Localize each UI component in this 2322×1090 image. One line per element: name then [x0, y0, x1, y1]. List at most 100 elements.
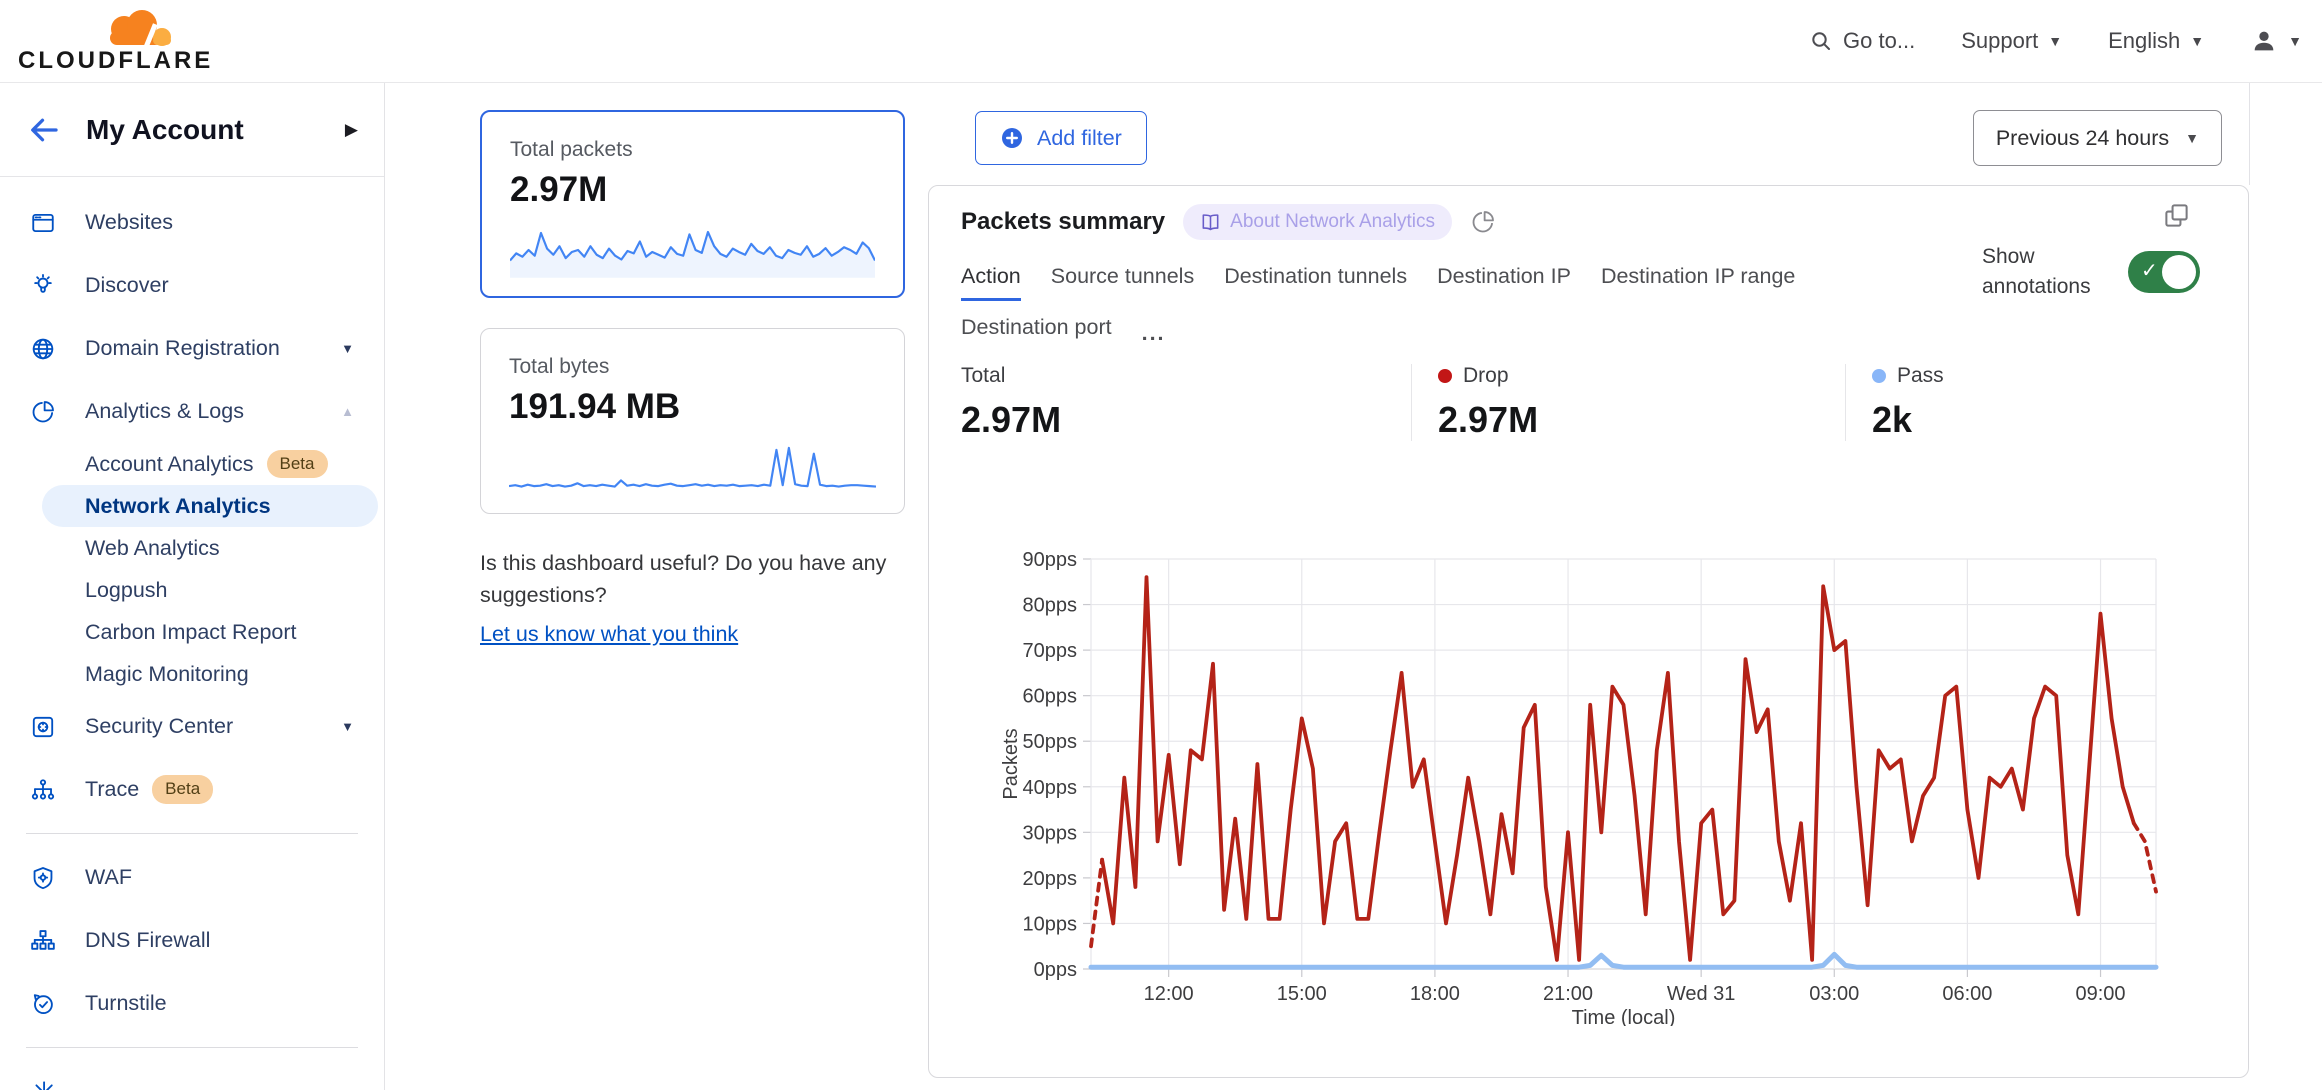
sidebar-item-label: Trace Beta: [85, 775, 384, 804]
add-filter-button[interactable]: Add filter: [975, 111, 1147, 165]
plus-circle-icon: [1002, 128, 1022, 148]
chevron-down-icon: ▼: [2190, 33, 2205, 49]
tabs-overflow-button[interactable]: ...: [1141, 321, 1166, 345]
support-menu[interactable]: Support ▼: [1961, 28, 2062, 54]
sidebar-item-turnstile[interactable]: Turnstile: [0, 972, 384, 1035]
stat-label: Total: [961, 364, 1006, 387]
sidebar-item-trace[interactable]: Trace Beta: [0, 758, 384, 821]
sidebar-item-label: WAF: [85, 865, 132, 889]
cloudflare-logo[interactable]: CLOUDFLARE: [18, 7, 210, 75]
cloudflare-cloud-icon: [110, 10, 171, 50]
time-range-label: Previous 24 hours: [1995, 125, 2170, 150]
chevron-down-icon: ▼: [2185, 130, 2199, 146]
sidebar-item-domain-registration[interactable]: Domain Registration ▼: [0, 317, 384, 380]
sidebar-item-carbon-impact-report[interactable]: Carbon Impact Report: [85, 620, 297, 644]
dimension-tabs: Action Source tunnels Destination tunnels D…: [961, 264, 1881, 355]
total-packets-sparkline: [510, 230, 875, 278]
sidebar-item-label: Security Center: [85, 714, 234, 738]
svg-text:06:00: 06:00: [1942, 983, 1992, 1005]
total-packets-label: Total packets: [510, 138, 633, 161]
time-range-dropdown[interactable]: Previous 24 hours ▼: [1972, 110, 2222, 166]
svg-text:03:00: 03:00: [1809, 983, 1859, 1005]
account-title: My Account: [86, 113, 244, 145]
safe-icon: [32, 716, 54, 737]
sidebar-item-websites[interactable]: Websites: [0, 191, 384, 254]
goto-label: Go to...: [1843, 28, 1916, 53]
svg-text:10pps: 10pps: [1023, 913, 1078, 935]
book-icon: [1202, 213, 1219, 230]
svg-text:18:00: 18:00: [1410, 983, 1460, 1005]
packets-summary-panel: Packets summary About Network Analytics …: [928, 185, 2249, 1078]
sidebar-item-logpush[interactable]: Logpush: [85, 578, 168, 602]
sidebar-nav: Websites Discover Domain Registration ▼ Anal…: [0, 177, 384, 1090]
sidebar-item-partial[interactable]: [0, 1060, 384, 1090]
sidebar-item-web-analytics[interactable]: Web Analytics: [85, 536, 220, 560]
total-packets-value: 2.97M: [510, 170, 608, 209]
svg-text:09:00: 09:00: [2076, 983, 2126, 1005]
analytics-pie-icon[interactable]: [1470, 209, 1496, 235]
pie-icon: [32, 400, 54, 422]
about-network-analytics-badge[interactable]: About Network Analytics: [1183, 204, 1453, 240]
show-annotations-control: Show annotations ✓: [1982, 242, 2200, 302]
browser-icon: [32, 213, 54, 232]
scroll-divider: [2249, 83, 2250, 185]
goto-search[interactable]: Go to...: [1809, 28, 1915, 54]
sidebar-item-label: Domain Registration: [85, 336, 280, 360]
stat-value: 2.97M: [961, 399, 1062, 440]
sidebar-item-label: Websites: [85, 210, 174, 234]
svg-text:80pps: 80pps: [1023, 595, 1078, 617]
svg-text:Time (local): Time (local): [1572, 1007, 1676, 1026]
sidebar-item-label: Turnstile: [85, 991, 167, 1015]
tab-destination-port[interactable]: Destination port: [961, 315, 1112, 339]
tab-action[interactable]: Action: [961, 264, 1021, 301]
sidebar-item-account-analytics[interactable]: Account Analytics Beta: [0, 443, 384, 485]
sidebar-item-magic-monitoring[interactable]: Magic Monitoring: [85, 662, 249, 686]
drop-legend-dot: [1438, 369, 1452, 383]
chevron-down-icon: ▼: [2288, 33, 2302, 49]
expand-panel-icon[interactable]: [2163, 202, 2190, 229]
language-menu[interactable]: English ▼: [2108, 28, 2204, 54]
burst-icon: [32, 1080, 56, 1090]
account-menu[interactable]: ▼: [2250, 27, 2302, 55]
beta-badge: Beta: [152, 775, 214, 804]
tab-destination-tunnels[interactable]: Destination tunnels: [1224, 264, 1408, 288]
stat-total: Total 2.97M: [961, 364, 1411, 441]
sidebar-item-label: DNS Firewall: [85, 928, 211, 952]
total-bytes-card[interactable]: Total bytes 191.94 MB: [480, 328, 905, 514]
user-icon: [2254, 31, 2274, 51]
sidebar-item-security-center[interactable]: Security Center ▼: [0, 695, 384, 758]
tab-destination-ip-range[interactable]: Destination IP range: [1600, 264, 1796, 288]
svg-text:Packets: Packets: [1000, 728, 1022, 799]
sidebar-item-discover[interactable]: Discover: [0, 254, 384, 317]
svg-text:Wed 31: Wed 31: [1667, 983, 1736, 1005]
sidebar-item-label: Discover: [85, 273, 169, 297]
feedback-link[interactable]: Let us know what you think: [480, 621, 739, 646]
svg-text:0pps: 0pps: [1034, 959, 1077, 981]
sidebar-item-dns-firewall[interactable]: DNS Firewall: [0, 909, 384, 972]
totals-row: Total 2.97M Drop 2.97M Pass 2k: [961, 364, 2168, 441]
search-icon: [1812, 32, 1831, 50]
back-arrow-icon[interactable]: [26, 112, 62, 148]
total-packets-card[interactable]: Total packets 2.97M: [480, 110, 905, 298]
sidebar-item-network-analytics[interactable]: Network Analytics: [42, 485, 378, 527]
stat-drop: Drop 2.97M: [1411, 364, 1845, 441]
sidebar-item-waf[interactable]: WAF: [0, 846, 384, 909]
total-bytes-sparkline: [509, 446, 876, 488]
show-annotations-label: Show annotations: [1982, 245, 2091, 298]
sidebar-item-analytics-logs[interactable]: Analytics & Logs ▲: [0, 380, 384, 443]
tab-destination-ip[interactable]: Destination IP: [1437, 264, 1571, 288]
tab-source-tunnels[interactable]: Source tunnels: [1050, 264, 1195, 288]
svg-text:60pps: 60pps: [1023, 686, 1078, 708]
feedback-question: Is this dashboard useful? Do you have an…: [480, 551, 887, 608]
annotations-toggle[interactable]: ✓: [2128, 250, 2200, 293]
svg-text:40pps: 40pps: [1023, 777, 1078, 799]
stat-label: Pass: [1897, 364, 1944, 387]
stat-value: 2.97M: [1438, 399, 1539, 440]
about-badge-label: About Network Analytics: [1230, 211, 1436, 232]
topbar: CLOUDFLARE Go to... Support ▼ English ▼: [0, 0, 2322, 83]
chevron-right-icon[interactable]: ▶: [344, 119, 358, 139]
svg-text:15:00: 15:00: [1277, 983, 1327, 1005]
panel-title: Packets summary: [961, 208, 1166, 235]
svg-text:20pps: 20pps: [1023, 868, 1078, 890]
sidebar-header[interactable]: My Account ▶: [0, 83, 384, 177]
